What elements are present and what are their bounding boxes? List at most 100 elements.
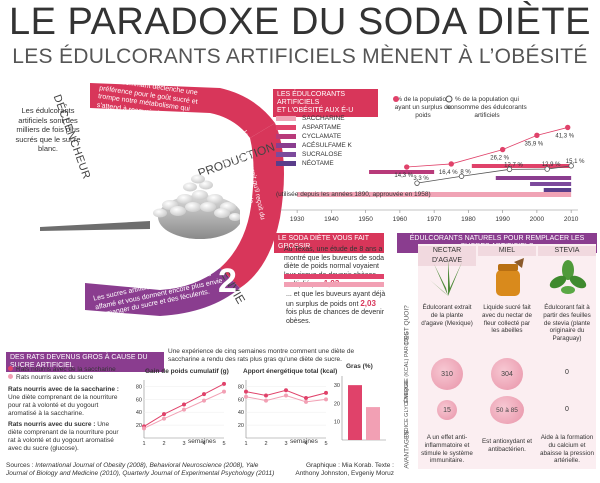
- timeline-point-label: 3,3 %: [413, 176, 429, 182]
- legend-label-3: ACÉSULFAME K: [302, 142, 352, 149]
- honey-advantages: Est antioxydant et antibactérien.: [481, 438, 533, 453]
- page-title: LE PARADOXE DU SODA DIÈTE: [9, 1, 591, 43]
- row-label-advantages-box: AVANTAGES: [397, 430, 417, 472]
- rats-desc2: Rats nourris avec du sucre : Une diète c…: [8, 421, 123, 453]
- rat-point-saccharine: [304, 396, 308, 401]
- legend-label-1: ASPARTAME: [302, 124, 342, 131]
- soda-fat-header: LE SODA DIÈTE VOUS FAIT GROSSIR: [274, 233, 384, 253]
- timeline-tick-label: 1950: [358, 216, 373, 223]
- rats-desc2-title: Rats nourris avec du sucre :: [8, 421, 96, 428]
- obesity-marker-icon: [393, 96, 399, 102]
- consumers-marker-icon: [445, 95, 453, 103]
- sugar-dot-icon: [8, 374, 13, 379]
- timeline-point: [534, 132, 540, 139]
- legend-label-2: CYCLAMATE: [302, 133, 342, 140]
- fat-chart-title: Gras (%): [346, 363, 373, 370]
- timeline-tick-label: 1970: [427, 216, 442, 223]
- legend-item: NÉOTAME: [276, 159, 352, 168]
- rats-header: DES RATS DEVENUS GROS À CAUSE DU SUCRE A…: [6, 352, 164, 372]
- rats-legend2-label: Rats nourris avec du sucre: [16, 374, 94, 381]
- sources-prefix: Sources :: [6, 462, 36, 469]
- usage-bar-4: [530, 182, 572, 186]
- sources-text: International Journal of Obesity (2008),…: [6, 462, 275, 477]
- rat-y-tick-label: 20: [136, 423, 142, 429]
- honey-what: Liquide sucré fait avec du nectar de fle…: [481, 304, 533, 335]
- fat-bar-sugar: [366, 407, 380, 440]
- timeline-point-label: 26,2 %: [490, 156, 509, 162]
- rat-x-tick-label: 4: [202, 441, 205, 447]
- rats-desc1-title: Rats nourris avec de la saccharine :: [8, 386, 119, 393]
- timeline-point: [448, 161, 454, 167]
- timeline-tick-label: 1990: [495, 216, 510, 223]
- timeline-point-label: 16,4 %: [439, 170, 458, 176]
- legend-swatch-3: [276, 142, 296, 148]
- step1-number: 1: [200, 118, 223, 162]
- legend-item: CYCLAMATE: [276, 132, 352, 141]
- legend-swatch-2: [276, 133, 296, 139]
- timeline-tick-label: 1980: [461, 216, 476, 223]
- soda-fat-text2-body: ... et que les buveurs ayant déjà un sur…: [286, 291, 386, 308]
- timeline-tick-label: 1930: [290, 216, 305, 223]
- timeline-point: [404, 164, 410, 170]
- rat-point-sugar: [182, 407, 186, 412]
- timeline-point-label: 14,3 %: [394, 173, 413, 179]
- weight-xlabel: semaines: [188, 438, 216, 445]
- soda-fat-bars: [284, 274, 384, 287]
- agave-energy: 310: [431, 358, 463, 390]
- rat-y-tick-label: 20: [238, 423, 244, 429]
- rat-point-saccharine: [222, 381, 226, 386]
- rat-y-tick-label: 40: [136, 410, 142, 416]
- saccharine-note: (utilisée depuis les années 1890, approu…: [276, 191, 431, 198]
- fat-chart: 10 20 30: [334, 376, 386, 441]
- natural-col-agave: NECTAR D'AGAVE: [418, 246, 476, 266]
- timeline-point-label: 35,9 %: [525, 141, 544, 147]
- rats-legend-saccharine: Rats nourris avec de la saccharine: [8, 366, 116, 374]
- rat-x-tick-label: 1: [244, 441, 247, 447]
- legend-label-4: SUCRALOSE: [302, 151, 343, 158]
- rat-point-sugar: [162, 416, 166, 421]
- timeline-point-label: 41,3 %: [555, 133, 574, 139]
- usage-bar-3: [495, 176, 572, 180]
- consumers-series-label: % de la population qui consomme des édul…: [447, 96, 527, 119]
- rat-x-tick-label: 2: [162, 441, 165, 447]
- rat-x-tick-label: 4: [304, 441, 307, 447]
- legend-label-5: NÉOTAME: [302, 160, 334, 167]
- usage-bar-2: [369, 170, 435, 174]
- legend-label-0: SACCHARINE: [302, 115, 345, 122]
- rat-point-saccharine: [182, 402, 186, 407]
- timeline-legend: SACCHARINE ASPARTAME CYCLAMATE ACÉSULFAM…: [276, 114, 352, 168]
- rats-desc1: Rats nourris avec de la saccharine : Une…: [8, 386, 123, 418]
- stevia-glycemic: 0: [565, 406, 569, 413]
- obesity-series-label: % de la population ayant un surplus de p…: [394, 96, 452, 119]
- soda-fat-bar-overweight: [284, 282, 384, 287]
- timeline-header-line2: ET L'OBÉSITÉ AUX É-U: [277, 107, 354, 114]
- timeline-header: LES ÉDULCORANTS ARTIFICIELS ET L'OBÉSITÉ…: [273, 89, 378, 117]
- stevia-energy: 0: [565, 369, 569, 376]
- energy-xlabel: semaines: [290, 438, 318, 445]
- rat-point-sugar: [222, 389, 226, 394]
- timeline-series-0: [406, 127, 568, 168]
- rat-y-tick-label: 60: [238, 397, 244, 403]
- rat-point-sugar: [142, 426, 146, 431]
- rats-legend-sugar: Rats nourris avec du sucre: [8, 374, 116, 382]
- rat-point-saccharine: [284, 388, 288, 393]
- soda-fat-bar-normal: [284, 274, 384, 279]
- spoon-bowl: [158, 195, 240, 239]
- rat-point-sugar: [244, 394, 248, 399]
- soda-fat-text3: fois plus de chances de devenir obèses.: [286, 309, 385, 325]
- rat-x-tick-label: 2: [264, 441, 267, 447]
- sources: Sources : International Journal of Obesi…: [6, 462, 281, 478]
- saccharine-dot-icon: [8, 366, 13, 371]
- sweetener-pellets: [153, 174, 240, 221]
- rats-desc1-body: Une diète comprenant de la nourriture po…: [8, 394, 118, 417]
- natural-col-honey: MIEL: [478, 246, 536, 256]
- timeline-point: [458, 173, 465, 179]
- rats-legend1-label: Rats nourris avec de la saccharine: [16, 366, 116, 373]
- credits: Graphique : Mia Korab. Texte : Anthony J…: [295, 462, 394, 477]
- timeline-point: [568, 163, 574, 169]
- timeline-point-label: 12,9 %: [542, 162, 561, 168]
- step3-ribbon-shape: [85, 268, 240, 316]
- page-subtitle: LES ÉDULCORANTS ARTIFICIELS MÈNENT À L’O…: [12, 45, 588, 68]
- fat-y-tick-label: 30: [334, 383, 340, 389]
- legend-item: SUCRALOSE: [276, 150, 352, 159]
